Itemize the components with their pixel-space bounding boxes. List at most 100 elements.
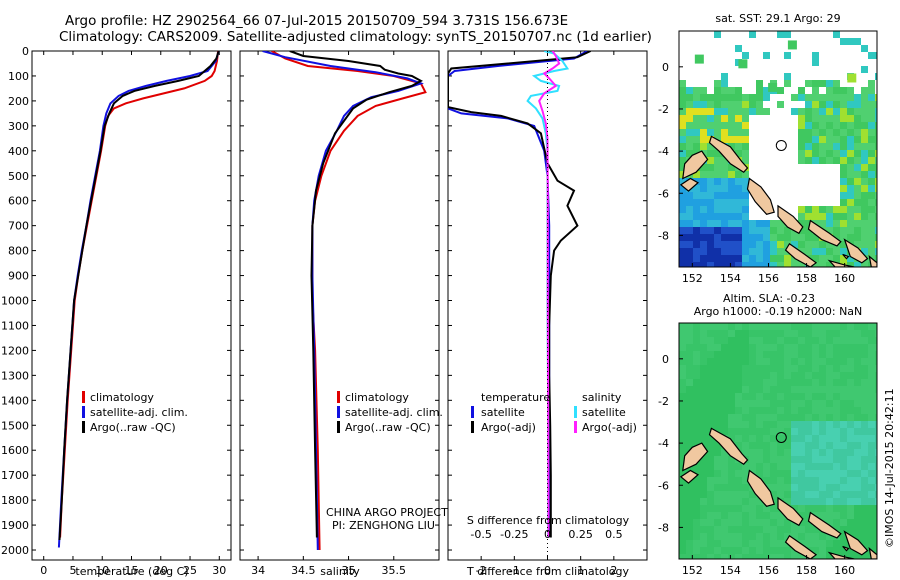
- map-cell: [721, 323, 728, 330]
- y-tick-label: 800: [8, 245, 29, 258]
- map-cell: [791, 365, 798, 372]
- map-cell: [812, 213, 819, 220]
- map-cell: [742, 428, 749, 435]
- map-cell: [714, 344, 721, 351]
- map-cell: [847, 192, 854, 199]
- map-cell: [738, 59, 748, 69]
- map-cell: [763, 428, 770, 435]
- map-cell: [693, 547, 700, 554]
- map-cell: [798, 150, 805, 157]
- map-cell: [819, 351, 826, 358]
- map-cell: [721, 344, 728, 351]
- map-cell: [819, 533, 826, 540]
- map-cell: [749, 227, 756, 234]
- map-cell: [784, 344, 791, 351]
- map-cell: [875, 52, 877, 59]
- map-cell: [714, 255, 721, 262]
- map-cell: [875, 449, 877, 456]
- map-cell: [847, 344, 854, 351]
- map-cell: [812, 393, 819, 400]
- map-cell: [742, 547, 749, 554]
- map-cell: [686, 379, 693, 386]
- map-cell: [686, 442, 693, 449]
- map-cell: [861, 262, 868, 267]
- map-cell: [721, 108, 728, 115]
- map-cell: [679, 344, 686, 351]
- map-cell: [840, 185, 847, 192]
- map-cell: [826, 206, 833, 213]
- map-cell: [798, 351, 805, 358]
- map-cell: [693, 213, 700, 220]
- map-cell: [777, 234, 784, 241]
- map-cell: [679, 157, 686, 164]
- map-cell: [714, 122, 721, 129]
- map-cell: [861, 122, 868, 129]
- map-cell: [742, 463, 749, 470]
- map-cell: [693, 372, 700, 379]
- map-cell: [868, 248, 875, 255]
- map-cell: [700, 351, 707, 358]
- x-tick-label: 0: [544, 564, 551, 577]
- map-cell: [833, 540, 840, 547]
- map-cell: [735, 206, 742, 213]
- map-cell: [770, 421, 777, 428]
- map-cell: [742, 94, 749, 101]
- map-cell: [840, 533, 847, 540]
- map-cell: [714, 199, 721, 206]
- map-cell: [875, 199, 877, 206]
- map-cell: [693, 122, 700, 129]
- map-cell: [833, 94, 840, 101]
- map-cell: [700, 101, 707, 108]
- map-cell: [742, 358, 749, 365]
- map-cell: [707, 505, 714, 512]
- map-cell: [812, 351, 819, 358]
- map-cell: [700, 206, 707, 213]
- legend-swatch-s-satellite: [574, 406, 577, 418]
- map-cell: [861, 442, 868, 449]
- map-cell: [826, 108, 833, 115]
- map-cell: [686, 400, 693, 407]
- map-cell: [798, 365, 805, 372]
- map-cell: [833, 372, 840, 379]
- map-cell: [686, 533, 693, 540]
- map-cell: [714, 463, 721, 470]
- map-cell: [742, 122, 749, 129]
- map-cell: [812, 94, 819, 101]
- map-cell: [840, 192, 847, 199]
- map-cell: [812, 449, 819, 456]
- map-cell: [763, 470, 770, 477]
- map-cell: [714, 94, 721, 101]
- map-cell: [735, 463, 742, 470]
- map-cell: [721, 199, 728, 206]
- map-cell: [861, 519, 868, 526]
- y-tick-label: 1200: [1, 344, 29, 357]
- map-cell: [749, 456, 756, 463]
- map-x-tick-label: 158: [796, 564, 817, 577]
- legend-swatch-t-argo: [471, 421, 474, 433]
- map-cell: [721, 491, 728, 498]
- map-cell: [742, 379, 749, 386]
- map-cell: [833, 323, 840, 330]
- project-annotation-line-2: PI: ZENGHONG LIU: [332, 519, 435, 532]
- map-cell: [693, 255, 700, 262]
- map-cell: [714, 512, 721, 519]
- map-cell: [777, 31, 784, 38]
- map-cell: [868, 442, 875, 449]
- map-cell: [756, 442, 763, 449]
- map-cell: [770, 435, 777, 442]
- map-cell: [707, 164, 714, 171]
- map-cell: [679, 143, 686, 150]
- map-cell: [742, 365, 749, 372]
- map-cell: [847, 491, 854, 498]
- map-cell: [770, 330, 777, 337]
- map-cell: [840, 498, 847, 505]
- map-cell: [749, 421, 756, 428]
- map-cell: [735, 498, 742, 505]
- map-cell: [833, 108, 840, 115]
- map-cell: [700, 477, 707, 484]
- map-cell: [700, 122, 707, 129]
- legend-label: Argo(..raw -QC): [345, 421, 431, 434]
- map-cell: [714, 379, 721, 386]
- map-cell: [728, 101, 735, 108]
- map-cell: [868, 178, 875, 185]
